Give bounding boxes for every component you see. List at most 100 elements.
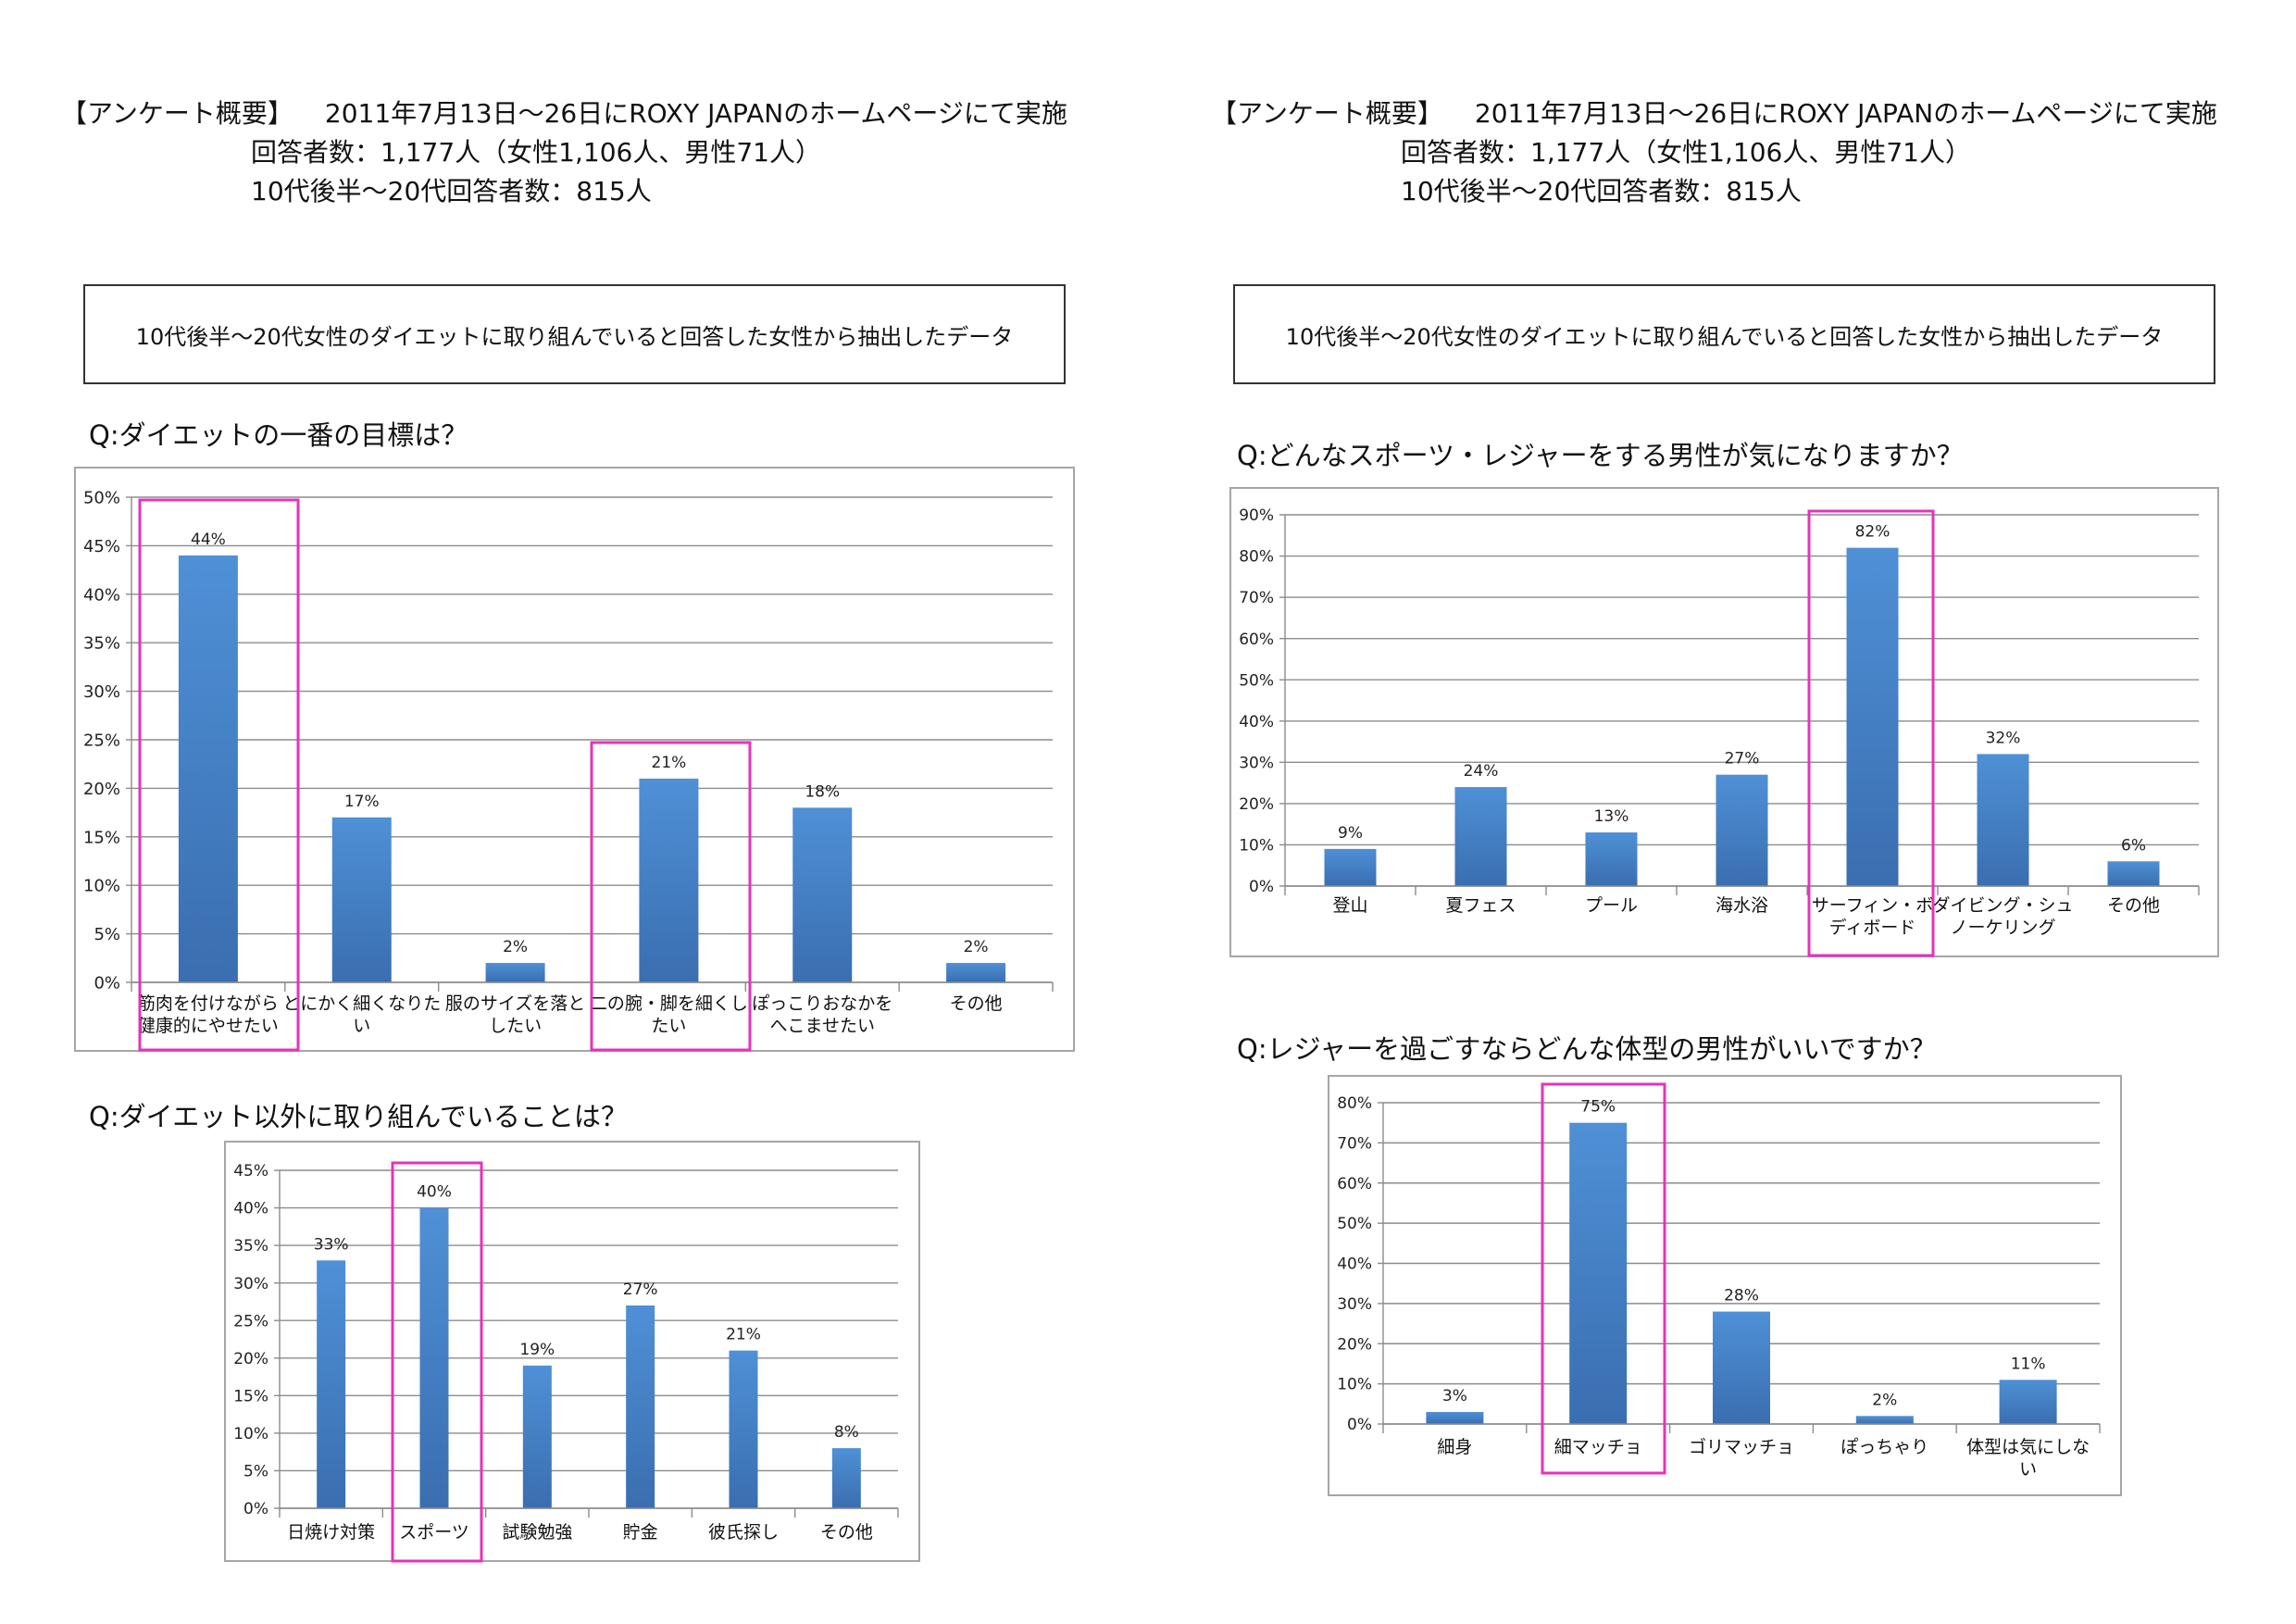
highlight-box — [138, 498, 300, 1052]
y-tick-label: 25% — [83, 731, 120, 750]
y-tick-label: 30% — [233, 1275, 268, 1293]
chart-svg: 0% 10% 20% 30% 40% 50% 60% 70% 80% 3% 細身 75% 細マッチョ 28… — [1337, 1082, 2101, 1480]
chart-other-activities: 0% 5% 10% 15% 20% 25% 30% 35% 40% 45% 33% 日焼け対策 40% ス… — [224, 1141, 920, 1563]
data-label: 44% — [191, 531, 226, 549]
bar — [331, 817, 392, 982]
category-label: サーフィン・ボ — [1812, 895, 1933, 916]
data-label: 27% — [623, 1280, 658, 1299]
bar — [2107, 861, 2160, 886]
y-tick-label: 80% — [1239, 548, 1274, 567]
data-label: 21% — [652, 754, 687, 772]
chart-svg: 0% 5% 10% 15% 20% 25% 30% 35% 40% 45% 33% 日焼け対策 40% ス… — [233, 1161, 899, 1563]
survey-label: 【アンケート概要】 — [61, 98, 293, 129]
data-label: 9% — [1338, 824, 1363, 843]
y-tick-label: 90% — [1239, 506, 1274, 525]
category-label: とにかく細くなりた — [282, 993, 441, 1014]
y-tick-label: 0% — [1249, 878, 1274, 896]
category-label: い — [353, 1016, 370, 1036]
highlight-box — [391, 1161, 483, 1563]
category-label: 健康的にやせたい — [138, 1016, 279, 1036]
bar — [1585, 832, 1638, 886]
y-tick-label: 10% — [1239, 837, 1274, 856]
survey-respondents: 回答者数：1,177人（女性1,106人、男性71人） — [1401, 137, 1971, 168]
category-label: 体型は気にしな — [1966, 1437, 2090, 1457]
y-tick-label: 60% — [1337, 1175, 1372, 1193]
data-label: 13% — [1594, 807, 1629, 826]
category-label: 貯金 — [623, 1522, 658, 1543]
data-label: 8% — [834, 1423, 859, 1442]
category-label: ノーケリング — [1950, 918, 2055, 938]
bar — [1855, 1416, 1914, 1424]
bar — [1977, 754, 2029, 886]
y-tick-label: 20% — [1239, 795, 1274, 814]
survey-period: 2011年7月13日〜26日にROXY JAPANのホームページにて実施 — [1474, 98, 2217, 129]
question-sports-leisure: Q:どんなスポーツ・レジャーをする男性が気になりますか？ — [1237, 440, 1964, 471]
category-label: ゴリマッチョ — [1689, 1437, 1794, 1457]
category-label: ダイビング・シュ — [1932, 895, 2073, 916]
question-diet-goal: Q:ダイエットの一番の目標は？ — [89, 419, 468, 451]
data-label: 6% — [2121, 836, 2146, 855]
y-tick-label: 35% — [233, 1237, 268, 1255]
y-tick-label: 35% — [83, 634, 120, 654]
bar — [1713, 1311, 1770, 1424]
y-tick-label: 45% — [83, 537, 120, 556]
y-tick-label: 10% — [233, 1425, 268, 1443]
data-label: 40% — [417, 1183, 452, 1202]
y-tick-label: 20% — [233, 1350, 268, 1368]
bar — [1426, 1411, 1484, 1424]
y-tick-label: 5% — [94, 925, 120, 944]
bar — [792, 807, 853, 982]
category-label: その他 — [950, 993, 1003, 1014]
y-tick-label: 40% — [1337, 1255, 1372, 1274]
category-label: 海水浴 — [1716, 895, 1768, 916]
y-tick-label: 20% — [83, 780, 120, 799]
data-label: 2% — [1872, 1391, 1897, 1409]
category-label: い — [2019, 1459, 2037, 1480]
bar — [729, 1350, 758, 1508]
bar — [946, 963, 1006, 982]
category-label: 細身 — [1437, 1437, 1472, 1457]
y-tick-label: 0% — [1347, 1416, 1372, 1434]
y-tick-label: 20% — [1337, 1335, 1372, 1354]
y-tick-label: 70% — [1239, 589, 1274, 607]
chart-svg: 0% 10% 20% 30% 40% 50% 60% 70% 80% 90% 9% 登山 24% 夏フェス… — [1239, 506, 2200, 957]
data-label: 33% — [314, 1235, 349, 1254]
survey-header-line1: 【アンケート概要】 2011年7月13日〜26日にROXY JAPANのホームペー… — [61, 94, 1067, 133]
category-label: その他 — [2107, 895, 2160, 916]
y-tick-label: 80% — [1337, 1094, 1372, 1113]
survey-header-left: 【アンケート概要】 2011年7月13日〜26日にROXY JAPANのホームペー… — [61, 94, 1067, 211]
data-label: 11% — [2011, 1355, 2046, 1373]
data-label: 21% — [726, 1326, 761, 1344]
y-tick-label: 40% — [83, 585, 120, 605]
y-tick-label: 60% — [1239, 631, 1274, 649]
y-tick-label: 40% — [1239, 713, 1274, 731]
data-label: 17% — [344, 793, 380, 811]
category-label: プール — [1585, 895, 1638, 916]
bar — [831, 1448, 861, 1508]
highlight-box — [590, 741, 752, 1052]
bar — [1716, 774, 1768, 886]
bar — [1999, 1380, 2057, 1424]
survey-header-line1: 【アンケート概要】 2011年7月13日〜26日にROXY JAPANのホームペー… — [1211, 94, 2217, 133]
bar — [626, 1305, 655, 1508]
data-source-note-left: 10代後半〜20代女性のダイエットに取り組んでいると回答した女性から抽出したデー… — [83, 284, 1066, 384]
data-label: 28% — [1724, 1287, 1759, 1305]
survey-teens20s: 10代後半〜20代回答者数：815人 — [1401, 176, 1802, 206]
bar — [1846, 547, 1899, 886]
category-label: へこませたい — [770, 1016, 875, 1036]
data-label: 2% — [503, 938, 528, 956]
y-tick-label: 45% — [233, 1162, 268, 1181]
survey-header-right: 【アンケート概要】 2011年7月13日〜26日にROXY JAPANのホームペー… — [1211, 94, 2217, 211]
data-label: 32% — [1986, 729, 2021, 747]
data-source-note-right: 10代後半〜20代女性のダイエットに取り組んでいると回答した女性から抽出したデー… — [1233, 284, 2215, 384]
category-label: 服のサイズを落と — [445, 993, 585, 1014]
category-label: その他 — [820, 1522, 873, 1543]
survey-teens20s: 10代後半〜20代回答者数：815人 — [251, 176, 652, 206]
bar — [1569, 1122, 1628, 1424]
category-label: たい — [651, 1016, 686, 1036]
data-label: 3% — [1442, 1387, 1467, 1405]
bar — [485, 963, 545, 982]
category-label: ぽっちゃり — [1841, 1437, 1928, 1457]
category-label: ディボード — [1829, 918, 1916, 938]
category-label: 二の腕・脚を細くし — [590, 993, 748, 1014]
